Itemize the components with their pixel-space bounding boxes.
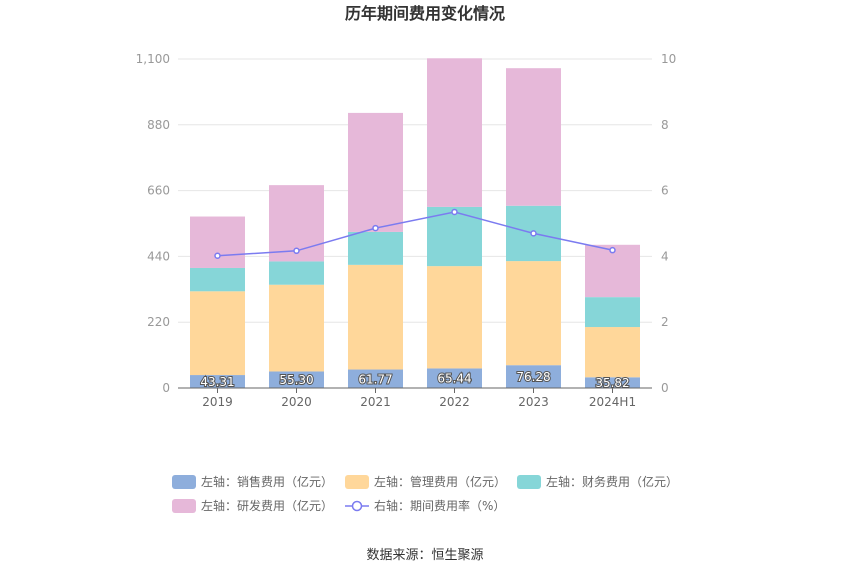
data-labels: 43.31 55.30 61.77 65.44 76.28 35.82 bbox=[199, 369, 630, 391]
bar-admin bbox=[585, 327, 640, 378]
rate-point bbox=[609, 246, 616, 254]
legend-rate: 右轴：期间费用率（%） bbox=[345, 498, 505, 513]
bar-rnd bbox=[190, 216, 245, 268]
legend-label: 左轴：研发费用（亿元） bbox=[201, 498, 333, 513]
right-tick-label: 0 bbox=[661, 381, 669, 395]
rate-point bbox=[451, 208, 458, 216]
legend-label: 左轴：管理费用（亿元） bbox=[374, 474, 506, 489]
source-note: 数据来源：恒生聚源 bbox=[366, 548, 483, 563]
bar-finance bbox=[190, 267, 245, 292]
sales-data-label: 43.31 bbox=[200, 375, 234, 389]
bars bbox=[190, 58, 640, 388]
rate-point bbox=[372, 224, 379, 232]
x-tick-label: 2024H1 bbox=[589, 395, 636, 409]
sales-data-label: 35.82 bbox=[595, 376, 629, 390]
bar-admin bbox=[506, 261, 561, 366]
chart-title: 历年期间费用变化情况 bbox=[345, 4, 505, 23]
legend-swatch bbox=[172, 475, 196, 489]
legend-swatch bbox=[345, 475, 369, 489]
bar-admin bbox=[427, 266, 482, 369]
grid bbox=[178, 58, 652, 323]
legend: 左轴：销售费用（亿元） 左轴：管理费用（亿元） 左轴：财务费用（亿元） 左轴：研发费用… bbox=[172, 474, 678, 513]
legend-admin: 左轴：管理费用（亿元） bbox=[345, 474, 506, 489]
right-tick-label: 2 bbox=[661, 315, 669, 329]
sales-data-label: 55.30 bbox=[279, 373, 313, 387]
right-axis: 0 2 4 6 8 10 bbox=[661, 52, 676, 395]
sales-data-label: 61.77 bbox=[358, 372, 392, 386]
legend-finance: 左轴：财务费用（亿元） bbox=[517, 474, 678, 489]
bar-finance bbox=[348, 231, 403, 265]
bar-finance bbox=[585, 297, 640, 328]
x-tick-label: 2020 bbox=[281, 395, 312, 409]
bar-rnd bbox=[506, 68, 561, 206]
right-tick-label: 6 bbox=[661, 184, 669, 198]
rate-point bbox=[293, 247, 300, 255]
legend-rnd: 左轴：研发费用（亿元） bbox=[172, 498, 333, 513]
legend-swatch bbox=[172, 499, 196, 513]
left-tick-label: 1,100 bbox=[136, 52, 170, 66]
right-tick-label: 4 bbox=[661, 249, 669, 263]
x-tick-label: 2023 bbox=[518, 395, 549, 409]
bar-finance bbox=[269, 261, 324, 285]
x-axis: 2019 2020 2021 2022 2023 2024H1 bbox=[178, 387, 652, 409]
rate-line-path bbox=[217, 211, 613, 257]
x-tick-label: 2019 bbox=[202, 395, 233, 409]
bar-sales bbox=[427, 368, 482, 388]
x-tick-label: 2022 bbox=[439, 395, 470, 409]
legend-label: 右轴：期间费用率（%） bbox=[374, 498, 505, 513]
rate-line bbox=[214, 208, 616, 259]
bar-sales bbox=[506, 365, 561, 388]
right-tick-label: 10 bbox=[661, 52, 676, 66]
legend-label: 左轴：财务费用（亿元） bbox=[546, 474, 678, 489]
rate-point bbox=[214, 252, 221, 259]
bar-admin bbox=[348, 264, 403, 370]
left-tick-label: 440 bbox=[147, 249, 170, 263]
left-tick-label: 660 bbox=[147, 184, 170, 198]
legend-sales: 左轴：销售费用（亿元） bbox=[172, 474, 333, 489]
left-tick-label: 220 bbox=[147, 315, 170, 329]
legend-label: 左轴：销售费用（亿元） bbox=[201, 474, 333, 489]
legend-marker-swatch bbox=[351, 500, 363, 512]
bar-sales bbox=[585, 377, 640, 388]
bar-sales bbox=[190, 375, 245, 388]
legend-swatch bbox=[517, 475, 541, 489]
sales-data-label: 65.44 bbox=[437, 372, 471, 386]
bar-rnd bbox=[348, 112, 403, 232]
bar-admin bbox=[269, 284, 324, 372]
left-axis: 0 220 440 660 880 1,100 bbox=[136, 52, 170, 395]
left-tick-label: 0 bbox=[162, 381, 170, 395]
bar-sales bbox=[269, 371, 324, 388]
sales-data-label: 76.28 bbox=[516, 370, 550, 384]
bar-admin bbox=[190, 291, 245, 376]
x-tick-label: 2021 bbox=[360, 395, 391, 409]
bar-rnd bbox=[427, 58, 482, 207]
left-tick-label: 880 bbox=[147, 118, 170, 132]
bar-sales bbox=[348, 369, 403, 388]
rate-point bbox=[530, 230, 537, 237]
bar-rnd bbox=[585, 244, 640, 298]
right-tick-label: 8 bbox=[661, 118, 669, 132]
